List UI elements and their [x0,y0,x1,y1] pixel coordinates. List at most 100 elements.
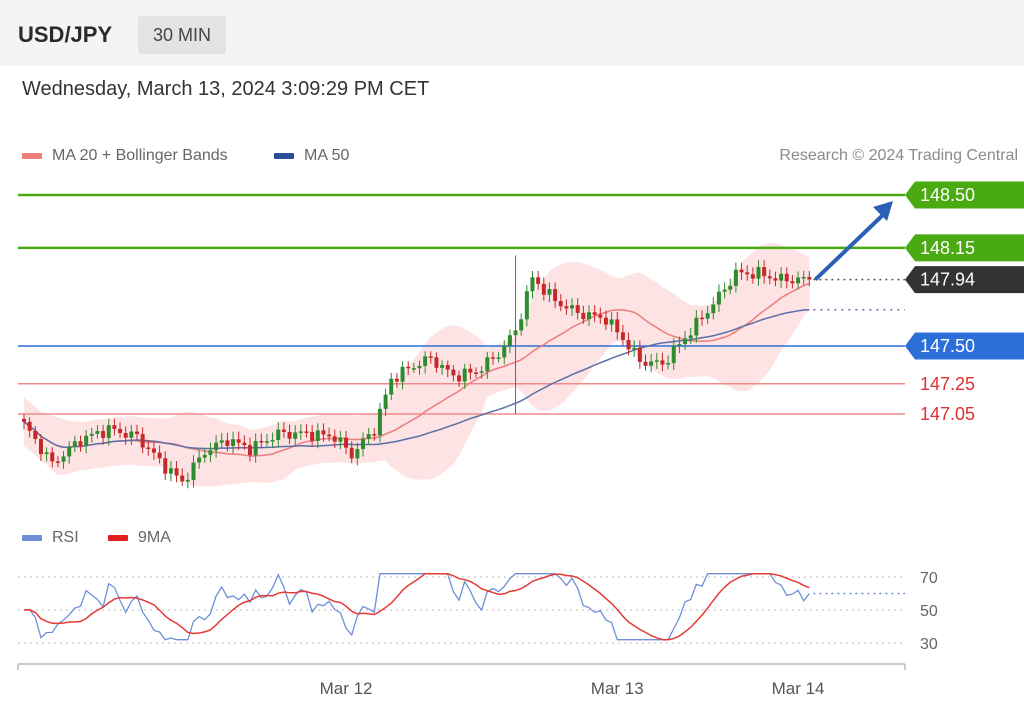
candle-body [496,357,501,359]
candle-body [208,450,213,455]
candle-body [790,281,795,284]
candle-body [564,306,569,309]
candle-body [129,431,134,438]
candle-body [411,368,416,370]
candle-body [95,431,100,434]
rsi-tick-50: 50 [920,603,938,620]
candle-body [191,462,196,480]
candle-body [185,479,190,482]
candle-body [180,475,185,482]
candle-body [677,344,682,346]
candle-body [666,363,671,365]
top-bar: USD/JPY 30 MIN [0,0,1024,66]
legend-ma50: MA 50 [274,147,349,165]
rsi-tick-30: 30 [920,636,938,653]
ma20-line [23,282,810,457]
support-label-147-05: 147.05 [920,404,975,424]
candle-body [270,440,275,442]
candle-body [101,431,106,438]
rsi-swatch [22,535,42,541]
candle-body [479,371,484,373]
candle-body [281,429,286,432]
rsi-tick-70: 70 [920,570,938,587]
candle-body [739,269,744,273]
ma20-swatch [22,153,42,159]
ma50-swatch [274,153,294,159]
candle-body [570,305,575,309]
candle-body [140,434,145,448]
candle-body [174,468,179,476]
target-arrow-shaft [813,211,887,282]
candle-body [231,439,236,446]
bollinger-band-area [24,242,810,487]
candle-body [287,431,292,439]
price-tag-label-148-15: 148.15 [920,238,975,258]
rsi-line [23,573,810,641]
candle-body [242,442,247,446]
research-credit: Research © 2024 Trading Central [779,147,1018,164]
candle-body [507,335,512,346]
candle-body [649,361,654,366]
candle-body [756,267,761,279]
candle-body [451,369,456,376]
candle-body [22,418,26,422]
candle-body [157,452,162,459]
target-arrow-head [873,201,893,221]
candle-body [485,357,490,372]
candle-body [762,267,767,277]
timeframe-button[interactable]: 30 MIN [138,16,226,54]
price-tag-147-94 [905,266,1024,294]
candle-body [643,361,648,366]
candle-body [434,357,439,368]
candle-body [598,314,603,318]
candle-body [44,452,49,455]
candle-body [72,441,77,447]
symbol-title: USD/JPY [18,22,113,47]
candle-body [417,365,422,369]
candle-body [112,425,117,429]
candle-body [615,319,620,333]
candle-body [428,356,433,358]
candle-body [361,438,365,450]
candle-body [711,304,716,314]
candle-body [457,375,462,382]
candle-body [660,360,665,365]
x-tick-mar-14: Mar 14 [772,679,825,698]
price-tag-148-50 [905,181,1024,209]
candle-body [84,435,89,446]
candle-body [530,277,535,292]
candle-body [779,273,784,281]
candle-body [146,447,151,450]
candle-body [78,441,83,446]
candle-body [445,365,450,370]
candle-body [67,446,72,457]
legend-rsi: RSI [22,529,79,547]
candle-body [377,408,382,436]
candle-body [547,289,552,295]
candle-body [151,448,156,453]
price-tag-148-15 [905,234,1024,262]
candle-body [716,291,721,305]
candle-body [807,276,812,280]
candle-body [264,441,269,443]
candle-body [581,312,586,320]
candle-body [468,368,473,373]
candle-body [304,431,309,433]
candle-body [298,431,303,433]
candle-body [123,433,128,438]
candle-body [587,312,591,320]
candle-body [519,319,524,331]
candle-body [118,428,123,434]
candle-body [332,436,337,442]
candle-body [722,289,727,292]
candle-body [106,425,111,438]
candle-body [315,430,320,441]
candle-body [202,454,207,458]
price-tag-label-147-50: 147.50 [920,336,975,356]
candle-body [558,301,563,307]
candle-body [575,305,580,313]
candle-body [694,317,699,336]
candle-body [474,372,478,374]
candle-body [310,431,315,441]
candle-body [796,277,801,284]
